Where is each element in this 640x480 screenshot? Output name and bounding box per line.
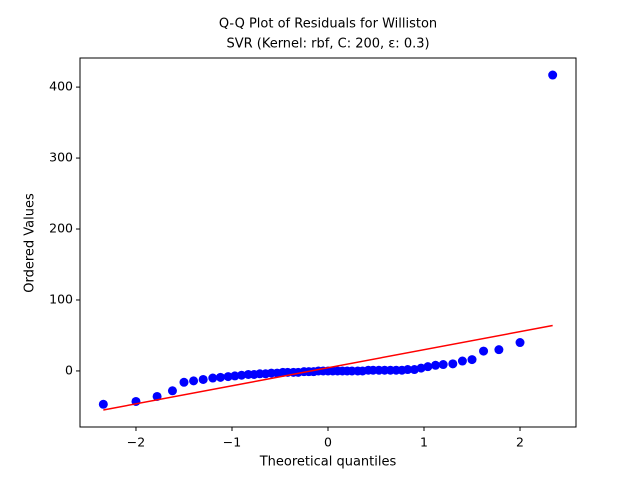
data-point (167, 386, 177, 396)
data-point (230, 371, 240, 381)
data-point (548, 70, 558, 80)
x-tick-label: 0 (324, 435, 332, 450)
y-axis-label: Ordered Values (23, 193, 38, 293)
data-point (403, 365, 413, 375)
data-point (431, 360, 441, 370)
fit-line (103, 324, 553, 411)
x-tick-label: 2 (516, 435, 524, 450)
x-tick-label: −1 (223, 435, 241, 450)
data-point (423, 362, 433, 372)
y-tick-label: 0 (65, 362, 73, 377)
x-axis-label: Theoretical quantiles (259, 455, 397, 470)
data-point (215, 372, 225, 382)
data-point (438, 360, 448, 370)
data-point (237, 370, 247, 380)
data-point (494, 345, 504, 355)
data-point (457, 356, 467, 366)
y-tick-label: 200 (49, 221, 73, 236)
y-tick-label: 100 (49, 291, 73, 306)
data-point (409, 365, 419, 375)
data-point (189, 376, 199, 386)
data-point (448, 359, 458, 369)
data-point (198, 374, 208, 384)
data-point (515, 338, 525, 348)
y-tick-label: 300 (49, 150, 73, 165)
y-tick-label: 400 (49, 79, 73, 94)
data-point (98, 399, 108, 409)
chart-title: Q-Q Plot of Residuals for Williston (219, 17, 437, 32)
data-point (223, 372, 233, 382)
data-point (467, 355, 477, 365)
data-point (416, 363, 426, 373)
chart-subtitle: SVR (Kernel: rbf, C: 200, ε: 0.3) (226, 37, 429, 52)
x-tick-label: 1 (420, 435, 428, 450)
data-point (208, 373, 218, 383)
data-point (479, 346, 489, 356)
x-tick-label: −2 (127, 435, 145, 450)
data-point (179, 377, 189, 387)
